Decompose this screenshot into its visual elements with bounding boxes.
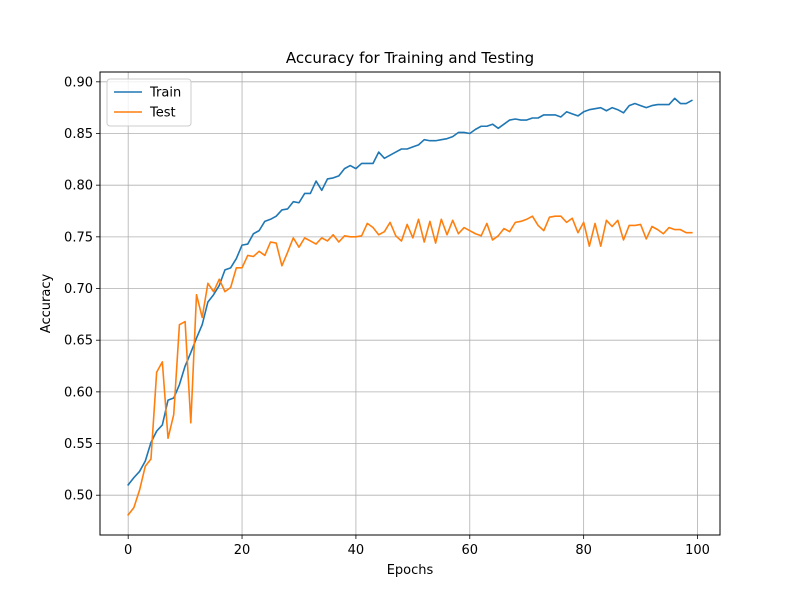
x-tick-label: 100 bbox=[685, 543, 710, 558]
y-tick-label: 0.80 bbox=[64, 179, 93, 194]
x-tick-label: 60 bbox=[462, 543, 479, 558]
series-layer bbox=[127, 97, 693, 516]
y-tick-label: 0.85 bbox=[64, 127, 93, 142]
y-axis-label: Accuracy bbox=[39, 274, 54, 334]
legend-box bbox=[106, 78, 192, 127]
y-tick-label: 0.65 bbox=[64, 334, 93, 349]
x-axis-label: Epochs bbox=[387, 563, 434, 578]
series-line-train bbox=[127, 97, 693, 487]
axis-ticks: 0 20 40 60 80 100 0.50 0.55 0.60 0.65 0.70 0.75 0.80… bbox=[64, 75, 710, 558]
series-line-test bbox=[127, 215, 693, 516]
legend-label-train: Train bbox=[149, 86, 181, 101]
y-tick-label: 0.70 bbox=[64, 282, 93, 297]
y-tick-label: 0.55 bbox=[64, 437, 93, 452]
x-tick-label: 0 bbox=[124, 543, 132, 558]
x-tick-label: 40 bbox=[348, 543, 365, 558]
plot-frame bbox=[99, 71, 721, 536]
x-tick-label: 80 bbox=[575, 543, 592, 558]
chart-title: Accuracy for Training and Testing bbox=[286, 49, 534, 67]
y-tick-label: 0.60 bbox=[64, 385, 93, 400]
y-tick-label: 0.50 bbox=[64, 489, 93, 504]
y-tick-label: 0.90 bbox=[64, 75, 93, 90]
y-tick-label: 0.75 bbox=[64, 230, 93, 245]
grid bbox=[100, 72, 720, 535]
legend-label-test: Test bbox=[149, 106, 176, 121]
legend: Train Test bbox=[106, 78, 192, 127]
x-tick-label: 20 bbox=[234, 543, 251, 558]
